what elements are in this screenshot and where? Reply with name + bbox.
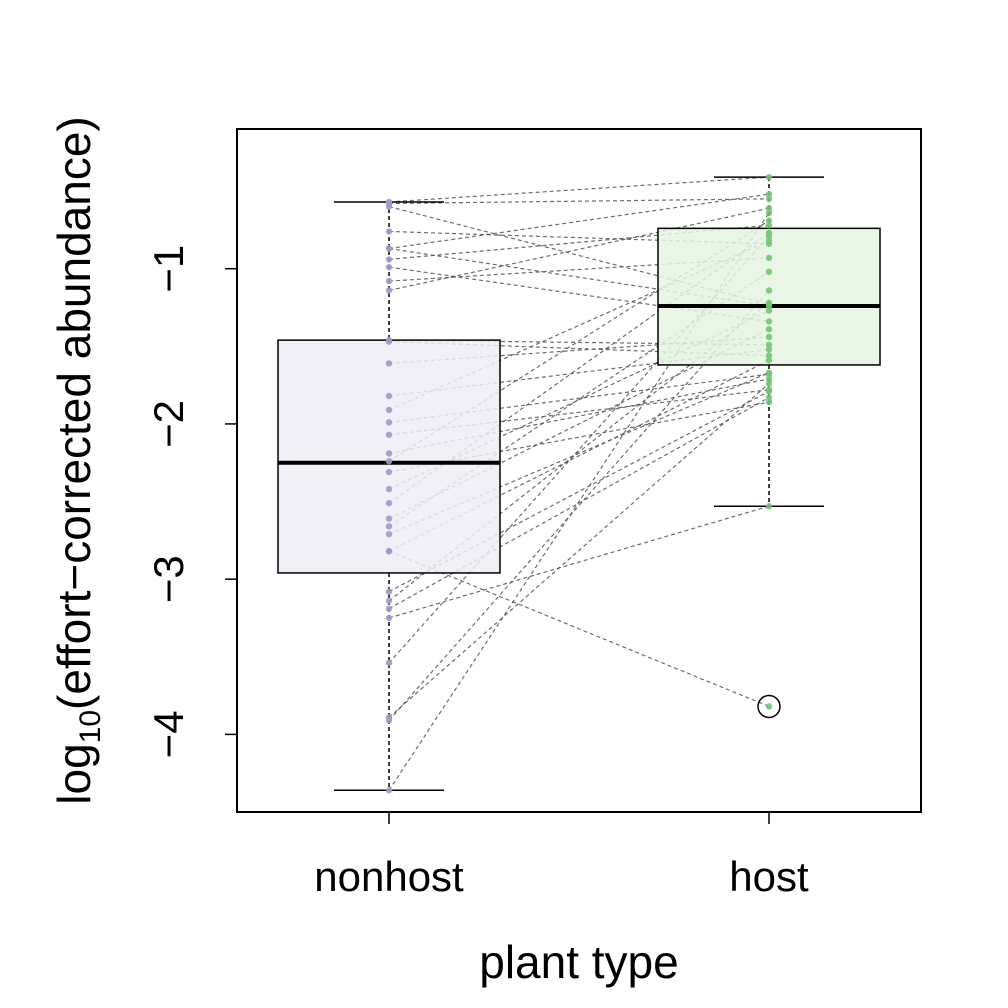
host-point (765, 190, 773, 198)
nonhost-point (385, 717, 393, 724)
nonhost-point (385, 457, 393, 465)
nonhost-point (385, 485, 393, 493)
x-axis-title: plant type (479, 936, 678, 988)
paired-line (388, 198, 770, 205)
host-point (765, 357, 773, 364)
host-point (765, 380, 773, 387)
host-point (765, 195, 773, 203)
y-axis-title-suffix: (effort−corrected abundance) (48, 116, 100, 710)
y-tick-label: −4 (145, 710, 192, 758)
nonhost-point (385, 256, 393, 263)
host-point (765, 399, 773, 406)
host-point (765, 299, 773, 307)
host-point (765, 237, 773, 244)
host-point (765, 204, 773, 212)
host-point (765, 217, 773, 224)
nonhost-point (385, 263, 393, 271)
nonhost-point (385, 548, 393, 555)
paired-line (388, 206, 770, 305)
y-axis: −1 −2 −3 −4 (145, 245, 237, 758)
y-tick-label: −2 (145, 400, 192, 448)
host-point (765, 352, 773, 359)
paired-line (388, 207, 770, 292)
nonhost-point (385, 659, 393, 667)
host-point (765, 346, 773, 353)
host-point (765, 232, 773, 240)
host-point (765, 369, 773, 376)
host-point (765, 703, 773, 710)
nonhost-point (385, 605, 393, 612)
host-point (765, 388, 773, 395)
paired-line (388, 372, 770, 535)
x-tick-label: host (729, 853, 809, 900)
nonhost-point (385, 419, 393, 426)
host-point (765, 222, 773, 229)
host-point (765, 254, 773, 262)
nonhost-point (385, 614, 393, 622)
nonhost-point (385, 588, 393, 595)
host-point (765, 287, 773, 294)
nonhost-point (385, 338, 393, 345)
y-axis-title-prefix: log (48, 743, 100, 804)
host-point (765, 394, 773, 401)
nonhost-point (385, 360, 393, 367)
nonhost-point (385, 406, 393, 414)
paired-line (388, 383, 770, 718)
nonhost-point (385, 228, 393, 235)
host-point (765, 333, 773, 341)
outlier-marker (757, 694, 781, 719)
host-point (765, 268, 773, 276)
host-point (765, 173, 773, 181)
nonhost-point (385, 530, 393, 538)
host-point (765, 503, 773, 510)
host-point (765, 326, 773, 333)
y-axis-title-subscript: 10 (74, 710, 107, 743)
y-tick-label: −3 (145, 555, 192, 603)
nonhost-point (385, 431, 393, 438)
nonhost-point (385, 597, 393, 605)
nonhost-point (385, 245, 393, 252)
nonhost-point (385, 450, 393, 457)
nonhost-point (385, 787, 393, 794)
plot-frame (236, 128, 922, 813)
nonhost-point (385, 277, 393, 285)
x-axis: nonhost host (314, 812, 809, 900)
nonhost-point (385, 468, 393, 476)
paired-line (388, 193, 770, 250)
host-point (765, 307, 773, 314)
nonhost-point (385, 499, 393, 507)
nonhost-point (385, 203, 393, 210)
y-axis-title: log10(effort−corrected abundance) (48, 116, 107, 804)
nonhost-point (385, 523, 393, 530)
y-tick-label: −1 (145, 245, 192, 293)
host-point (765, 375, 773, 383)
paired-line (388, 176, 770, 203)
data-points (385, 173, 773, 794)
nonhost-point (385, 515, 393, 522)
host-point (765, 318, 773, 325)
host-point (765, 209, 773, 217)
x-tick-label: nonhost (314, 853, 464, 900)
paired-line (388, 550, 770, 708)
nonhost-point (385, 392, 393, 400)
host-point (765, 341, 773, 348)
paired-line (388, 505, 770, 619)
paired-line (388, 247, 770, 307)
nonhost-point (385, 287, 393, 294)
